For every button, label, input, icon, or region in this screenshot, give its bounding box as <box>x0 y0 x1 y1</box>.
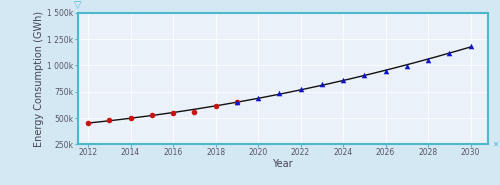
Point <box>126 117 134 120</box>
Point <box>276 91 283 94</box>
Point <box>360 74 368 77</box>
Text: ▽: ▽ <box>74 0 81 10</box>
Point <box>233 101 241 104</box>
Point <box>339 79 347 82</box>
Point <box>382 69 390 72</box>
Point <box>254 97 262 100</box>
Point <box>233 101 241 104</box>
Point <box>446 52 454 55</box>
X-axis label: Year: Year <box>272 159 293 169</box>
Point <box>84 121 92 124</box>
Point <box>296 87 304 90</box>
Point <box>466 45 474 48</box>
Text: ✕: ✕ <box>492 140 498 149</box>
Point <box>318 83 326 86</box>
Point <box>106 119 114 122</box>
Point <box>212 105 220 108</box>
Point <box>424 58 432 61</box>
Point <box>148 113 156 116</box>
Point <box>403 65 411 68</box>
Point <box>190 110 198 113</box>
Point <box>169 112 177 115</box>
Y-axis label: Energy Consumption (GWh): Energy Consumption (GWh) <box>34 11 44 147</box>
